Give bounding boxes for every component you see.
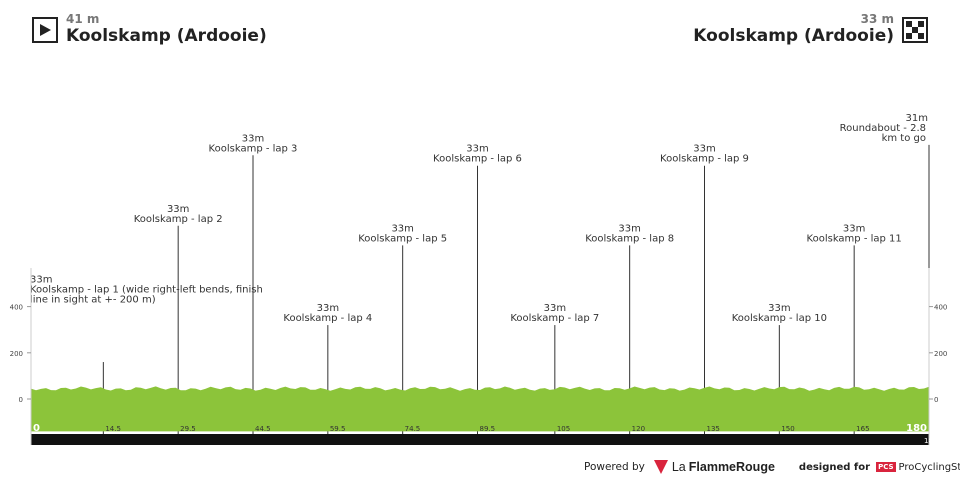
marker-description-label: Koolskamp - lap 3 (209, 143, 298, 154)
x-tick-label: 89.5 (480, 425, 496, 433)
finish-location: Koolskamp (Ardooie) (693, 26, 894, 46)
x-tick-label: 0 (33, 423, 40, 434)
play-icon (32, 17, 58, 43)
marker-description-label: Koolskamp - lap 4 (283, 313, 372, 324)
marker-elevation-label: 33m (242, 133, 264, 144)
y-tick-label-left: 200 (10, 350, 23, 358)
start-elevation: 41 m (66, 12, 100, 26)
y-tick-label-right: 0 (934, 396, 938, 404)
y-tick-label-right: 200 (934, 350, 947, 358)
marker-description-label: Koolskamp - lap 11 (807, 233, 902, 244)
checkered-flag-icon (902, 17, 928, 43)
marker-elevation-label: 31m (906, 113, 928, 124)
start-header: 41 m Koolskamp (Ardooie) (32, 12, 267, 46)
marker-elevation-label: 33m (618, 223, 640, 234)
marker-elevation-label: 33m (391, 223, 413, 234)
marker-elevation-label: 33m (30, 275, 52, 286)
end-value-label: 18 (924, 437, 933, 445)
profile-layer (31, 386, 929, 445)
marker-elevation-label: 33m (693, 144, 715, 155)
flamme-rouge-icon (653, 460, 668, 474)
marker-elevation-label: 33m (843, 223, 865, 234)
y-tick-label-right: 400 (934, 304, 947, 312)
x-tick-label: 135 (707, 425, 720, 433)
marker-elevation-label: 33m (466, 144, 488, 155)
x-tick-label: 74.5 (405, 425, 421, 433)
powered-by-label: Powered by (584, 461, 645, 473)
marker-elevation-label: 33m (317, 303, 339, 314)
designed-for-label: designed for (798, 461, 871, 473)
axis-layer: 400 400 200 200 0 0 0 14.5 29.5 44.5 59.5 74.5 89.5 1… (10, 268, 947, 445)
marker-elevation-label: 33m (167, 204, 189, 215)
marker-description-label: Koolskamp - lap 7 (510, 313, 599, 324)
marker-description-label: Koolskamp - lap 5 (358, 233, 447, 244)
finish-header: 33 m Koolskamp (Ardooie) (693, 12, 928, 46)
y-tick-label-left: 400 (10, 304, 23, 312)
x-tick-label: 180 (906, 423, 927, 434)
marker-description-label: Koolskamp - lap 6 (433, 154, 522, 165)
marker-description-label: Koolskamp - lap 2 (134, 214, 223, 225)
laflammerouge-logo[interactable]: La Flamme Rouge (653, 459, 775, 475)
finish-elevation: 33 m (860, 12, 894, 26)
marker-elevation-label: 33m (768, 303, 790, 314)
marker-description-label: line in sight at +- 200 m) (30, 295, 156, 306)
pcs-badge: PCS (876, 462, 896, 472)
x-tick-label: 105 (557, 425, 570, 433)
marker-description-label: Koolskamp - lap 10 (732, 313, 827, 324)
start-location: Koolskamp (Ardooie) (66, 26, 267, 46)
marker-description-label: km to go (882, 133, 926, 144)
marker-elevation-label: 33m (544, 303, 566, 314)
brand-rouge: Rouge (736, 460, 775, 474)
x-tick-label: 29.5 (180, 425, 196, 433)
profile-base-band (31, 434, 929, 445)
footer: Powered by La Flamme Rouge designed for P… (584, 459, 960, 475)
x-tick-label: 59.5 (330, 425, 346, 433)
marker-description-label: Koolskamp - lap 9 (660, 154, 749, 165)
x-tick-label: 120 (632, 425, 645, 433)
x-tick-label: 150 (781, 425, 794, 433)
procyclingstats-link[interactable]: ProCyclingStats (898, 461, 960, 473)
marker-description-label: Koolskamp - lap 8 (585, 233, 674, 244)
brand-la: La (671, 460, 686, 474)
brand-flamme: Flamme (688, 460, 737, 474)
x-tick-label: 14.5 (105, 425, 121, 433)
x-tick-label: 44.5 (255, 425, 271, 433)
marker-description-label: Roundabout - 2.8 (840, 123, 926, 134)
profile-area (31, 386, 929, 432)
y-tick-label-left: 0 (19, 396, 23, 404)
x-tick-label: 165 (856, 425, 869, 433)
marker-description-label: Koolskamp - lap 1 (wide right-left bends… (30, 285, 263, 296)
